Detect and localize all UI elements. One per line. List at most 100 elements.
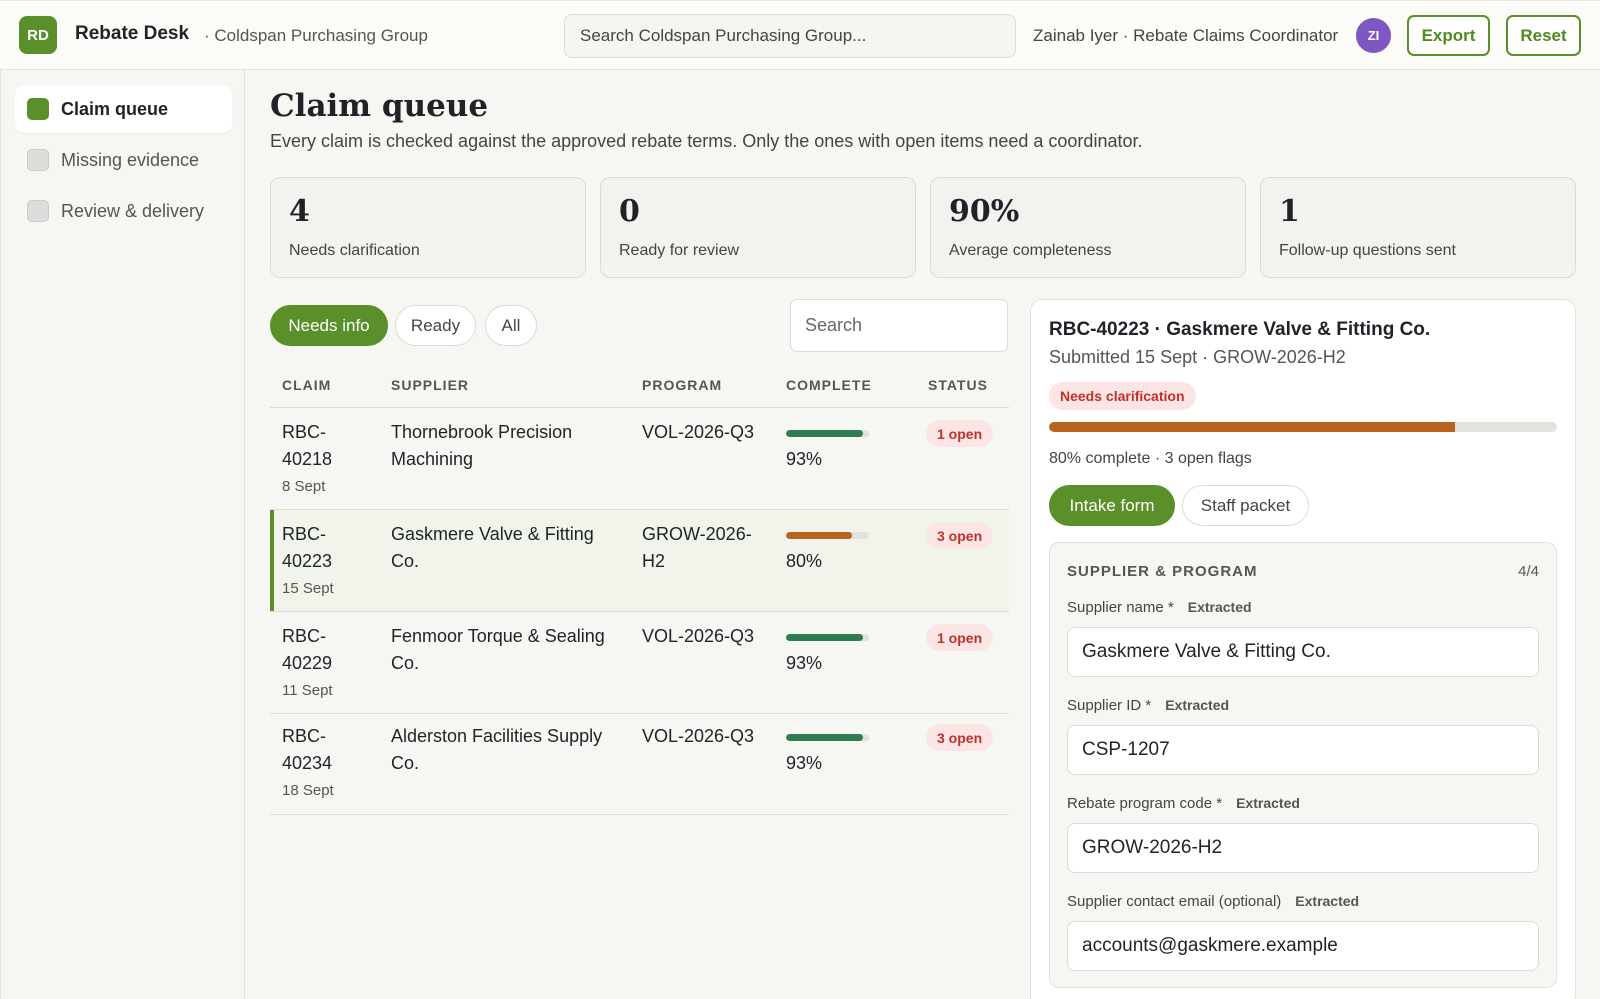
claim-date: 18 Sept [282,782,334,799]
stat-label: Needs clarification [289,242,420,259]
field-label-supplier-name: Supplier name * Extracted [1067,599,1252,616]
stat-value: 4 [289,194,310,229]
completeness-bar [786,634,869,641]
detail-title: RBC-40223 · Gaskmere Valve & Fitting Co. [1049,319,1431,340]
table-row[interactable]: RBC- 40218 8 Sept Thornebrook Precision Ma… [270,408,1009,510]
tab-intake-form[interactable]: Intake form [1049,485,1175,526]
claim-id: RBC- 40223 [282,524,333,571]
supplier-name: Thornebrook Precision Machining [391,422,573,469]
sidebar-item-label: Review & delivery [61,200,205,221]
completeness-value: 80% [786,551,823,571]
row-divider [270,509,1009,510]
program-code: GROW-2026- H2 [642,524,752,571]
stat-card-ready-for-review: 0 Ready for review [600,177,916,278]
sidebar-item-label: Missing evidence [61,149,200,170]
user-name: Zainab Iyer · Rebate Claims Coordinator [1033,26,1339,45]
supplier-id-field[interactable] [1067,725,1539,775]
row-divider [270,814,1009,815]
column-header-supplier[interactable]: SUPPLIER [391,377,470,393]
claim-date: 15 Sept [282,580,334,597]
table-row[interactable]: RBC- 40223 15 Sept Gaskmere Valve & Fitti… [270,510,1009,612]
reset-button[interactable]: Reset [1506,15,1581,56]
extracted-tag: Extracted [1187,599,1252,615]
completeness-bar [786,532,869,539]
claim-detail-panel: RBC-40223 · Gaskmere Valve & Fitting Co.… [1030,299,1576,999]
status-badge: 1 open [926,420,994,447]
supplier-name-field[interactable] [1067,627,1539,677]
page-title: Claim queue [270,88,489,124]
section-title: SUPPLIER & PROGRAM [1067,563,1258,580]
column-header-status[interactable]: STATUS [928,377,988,393]
stat-card-follow-up-questions: 1 Follow-up questions sent [1260,177,1576,278]
sidebar-item-missing-evidence[interactable]: Missing evidence [15,136,232,184]
completeness-bar-fill [786,430,864,437]
status-badge: 3 open [926,522,994,549]
claim-date: 11 Sept [282,682,333,699]
page-subtitle: Every claim is checked against the appro… [270,131,1143,151]
row-divider [270,713,1009,714]
sidebar-item-review-delivery[interactable]: Review & delivery [15,187,232,235]
supplier-program-section: SUPPLIER & PROGRAM 4/4 Supplier name * Ex… [1049,542,1557,988]
column-header-program[interactable]: PROGRAM [642,377,723,393]
extracted-tag: Extracted [1165,697,1230,713]
filter-needs-info[interactable]: Needs info [270,305,388,346]
detail-status-badge: Needs clarification [1049,382,1196,410]
stat-value: 0 [619,194,640,229]
completeness-value: 93% [786,653,823,673]
section-count: 4/4 [1518,563,1539,580]
program-code: VOL-2026-Q3 [642,626,755,646]
sidebar-item-claim-queue[interactable]: Claim queue [15,85,232,133]
supplier-contact-email-field[interactable] [1067,921,1539,971]
extracted-tag: Extracted [1236,795,1300,811]
completeness-bar-fill [786,634,864,641]
claim-search-input[interactable] [790,299,1008,352]
status-badge: 1 open [926,624,994,651]
detail-subtitle: Submitted 15 Sept · GROW-2026-H2 [1049,347,1346,367]
tab-staff-packet[interactable]: Staff packet [1182,485,1309,526]
app-name: Rebate Desk [75,23,190,44]
completeness-bar-fill [786,734,864,741]
stat-label: Follow-up questions sent [1279,242,1456,259]
supplier-name: Alderston Facilities Supply Co. [391,726,603,773]
program-code: VOL-2026-Q3 [642,726,755,746]
stat-value: 90% [949,194,1020,229]
program-code: VOL-2026-Q3 [642,422,755,442]
table-row[interactable]: RBC- 40234 18 Sept Alderston Facilities S… [270,714,1009,816]
top-bar: RD Rebate Desk · Coldspan Purchasing Gro… [0,0,1600,70]
status-badge: 3 open [926,724,994,751]
field-label-rebate-program-code: Rebate program code * Extracted [1067,795,1300,812]
app-logo: RD [19,16,57,54]
extracted-tag: Extracted [1295,893,1360,909]
claim-date: 8 Sept [282,478,326,495]
rebate-program-code-field[interactable] [1067,823,1539,873]
filter-all[interactable]: All [485,305,537,346]
claim-id: RBC- 40218 [282,422,333,469]
missing-evidence-icon [27,149,49,171]
stat-value: 1 [1279,194,1300,229]
row-divider [270,611,1009,612]
filter-ready[interactable]: Ready [395,305,476,346]
completeness-bar [786,734,869,741]
claim-id: RBC- 40229 [282,626,333,673]
stat-card-average-completeness: 90% Average completeness [930,177,1246,278]
field-label-supplier-contact-email: Supplier contact email (optional) Extract… [1067,893,1360,910]
column-header-complete[interactable]: COMPLETE [786,377,872,393]
table-row[interactable]: RBC- 40229 11 Sept Fenmoor Torque & Seali… [270,612,1009,714]
avatar[interactable]: ZI [1356,18,1391,53]
global-search-input[interactable] [564,14,1016,58]
column-header-claim[interactable]: CLAIM [282,377,332,393]
completeness-value: 93% [786,753,823,773]
export-button[interactable]: Export [1407,15,1490,56]
table-divider [270,407,1009,408]
sidebar-item-label: Claim queue [61,98,169,119]
supplier-name: Gaskmere Valve & Fitting Co. [391,524,594,571]
claim-id: RBC- 40234 [282,726,333,773]
stat-card-needs-clarification: 4 Needs clarification [270,177,586,278]
sidebar: Claim queue Missing evidence Review & de… [0,70,245,999]
review-delivery-icon [27,200,49,222]
completeness-bar-fill [786,532,853,539]
stat-label: Ready for review [619,242,740,259]
claim-queue-icon [27,98,49,120]
detail-completeness-bar-fill [1049,422,1456,432]
supplier-name: Fenmoor Torque & Sealing Co. [391,626,605,673]
